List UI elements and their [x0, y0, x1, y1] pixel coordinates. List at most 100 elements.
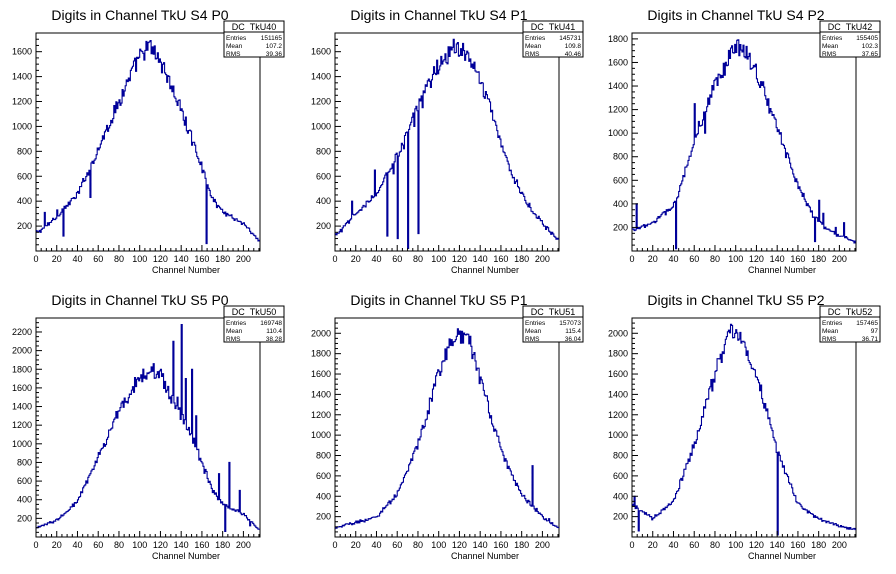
x-tick-label: 60: [93, 254, 103, 264]
y-tick-label: 1000: [608, 430, 628, 440]
x-tick-label: 40: [72, 254, 82, 264]
stats-value: 145731: [559, 35, 581, 42]
x-axis-label: Channel Number: [451, 265, 519, 275]
x-tick-label: 120: [153, 540, 168, 550]
x-tick-label: 100: [728, 254, 743, 264]
x-tick-label: 120: [452, 254, 467, 264]
stats-value: 109.8: [565, 43, 582, 50]
y-tick-label: 600: [17, 171, 32, 181]
y-tick-label: 800: [613, 152, 628, 162]
stats-label: Mean: [822, 328, 839, 335]
stats-label: RMS: [226, 51, 241, 58]
y-tick-label: 200: [316, 221, 331, 231]
x-tick-label: 100: [431, 254, 446, 264]
y-tick-label: 400: [613, 491, 628, 501]
y-tick-label: 200: [613, 222, 628, 232]
histogram-panel-4: Digits in Channel TkU S5 P0 0 20 40 60 80 100 1…: [12, 292, 285, 561]
y-tick-label: 1400: [311, 389, 331, 399]
y-tick-label: 1400: [12, 402, 32, 412]
x-tick-label: 200: [535, 540, 550, 550]
stats-box: DC_TkU41 Entries 145731 Mean 109.8 RMS 40.46: [522, 20, 584, 58]
stats-box: DC_TkU51 Entries 157073 Mean 115.4 RMS 36.04: [522, 305, 584, 343]
x-tick-label: 120: [749, 254, 764, 264]
x-tick-label: 40: [668, 254, 678, 264]
x-axis-label: Channel Number: [451, 551, 519, 561]
stats-label: Entries: [226, 320, 247, 327]
stats-name: DC_TkU40: [232, 22, 277, 32]
histogram-panel-5: Digits in Channel TkU S5 P1 0 20 40 60 80 100 1…: [311, 292, 584, 561]
stats-label: Mean: [822, 43, 839, 50]
plot-frame: [334, 317, 560, 538]
stats-label: RMS: [525, 336, 540, 343]
y-tick-label: 1600: [12, 383, 32, 393]
x-tick-label: 60: [689, 254, 699, 264]
y-tick-label: 800: [316, 451, 331, 461]
stats-value: 36.71: [862, 336, 879, 343]
y-tick-label: 400: [17, 495, 32, 505]
histogram-line: [335, 328, 559, 529]
x-axis-label: Channel Number: [748, 265, 816, 275]
x-tick-label: 180: [215, 254, 230, 264]
y-tick-label: 600: [316, 471, 331, 481]
x-tick-label: 0: [332, 254, 337, 264]
stats-name: DC_TkU52: [828, 307, 873, 317]
stats-box-frame: [819, 20, 881, 58]
y-tick-label: 1600: [608, 369, 628, 379]
panel-title: Digits in Channel TkU S4 P0: [51, 7, 228, 23]
x-tick-label: 60: [93, 540, 103, 550]
histogram-line: [335, 38, 559, 250]
x-tick-label: 0: [332, 540, 337, 550]
x-tick-label: 20: [351, 540, 361, 550]
x-tick-label: 140: [174, 254, 189, 264]
histogram-panel-1: Digits in Channel TkU S4 P0 0 20 40 60 80 100 1…: [12, 7, 285, 275]
panel-title: Digits in Channel TkU S4 P1: [350, 7, 527, 23]
stats-box-frame: [223, 20, 285, 58]
plot-frame: [334, 32, 560, 252]
x-tick-label: 160: [493, 540, 508, 550]
y-tick-label: 800: [613, 451, 628, 461]
stats-box: DC_TkU40 Entries 151165 Mean 107.2 RMS 39.36: [223, 20, 285, 58]
x-tick-label: 60: [392, 254, 402, 264]
stats-box: DC_TkU52 Entries 157465 Mean 97 RMS 36.71: [819, 305, 881, 343]
x-tick-label: 20: [648, 540, 658, 550]
x-tick-label: 200: [236, 540, 251, 550]
stats-name: DC_TkU51: [531, 307, 576, 317]
x-tick-label: 60: [392, 540, 402, 550]
y-tick-label: 1800: [608, 349, 628, 359]
y-tick-label: 200: [613, 512, 628, 522]
x-tick-label: 0: [33, 254, 38, 264]
y-tick-label: 1000: [12, 439, 32, 449]
x-tick-label: 40: [371, 540, 381, 550]
x-tick-label: 140: [473, 254, 488, 264]
y-tick-label: 1600: [608, 57, 628, 67]
y-tick-label: 800: [17, 146, 32, 156]
histogram-line: [36, 39, 260, 245]
x-tick-label: 0: [629, 254, 634, 264]
stats-name: DC_TkU50: [232, 307, 277, 317]
x-tick-label: 80: [413, 254, 423, 264]
x-tick-label: 180: [215, 540, 230, 550]
y-tick-label: 400: [316, 491, 331, 501]
y-tick-label: 1200: [12, 97, 32, 107]
stats-value: 40.46: [565, 51, 582, 58]
stats-label: Entries: [822, 35, 843, 42]
histogram-line: [36, 323, 260, 532]
y-tick-label: 1200: [608, 410, 628, 420]
histogram-line: [632, 323, 856, 536]
x-tick-label: 200: [832, 540, 847, 550]
x-tick-label: 180: [514, 254, 529, 264]
stats-value: 115.4: [565, 328, 581, 335]
x-tick-label: 80: [413, 540, 423, 550]
stats-label: Entries: [822, 320, 843, 327]
y-tick-label: 600: [17, 476, 32, 486]
stats-value: 36.04: [565, 336, 582, 343]
x-tick-label: 20: [52, 540, 62, 550]
stats-label: Mean: [525, 43, 542, 50]
stats-box: DC_TkU42 Entries 155405 Mean 102.3 RMS 37.65: [819, 20, 881, 58]
stats-box: DC_TkU50 Entries 169748 Mean 110.4 RMS 38.28: [223, 305, 285, 343]
x-tick-label: 40: [371, 254, 381, 264]
x-tick-label: 180: [811, 540, 826, 550]
stats-box-frame: [522, 305, 584, 343]
y-tick-label: 1600: [12, 47, 32, 57]
